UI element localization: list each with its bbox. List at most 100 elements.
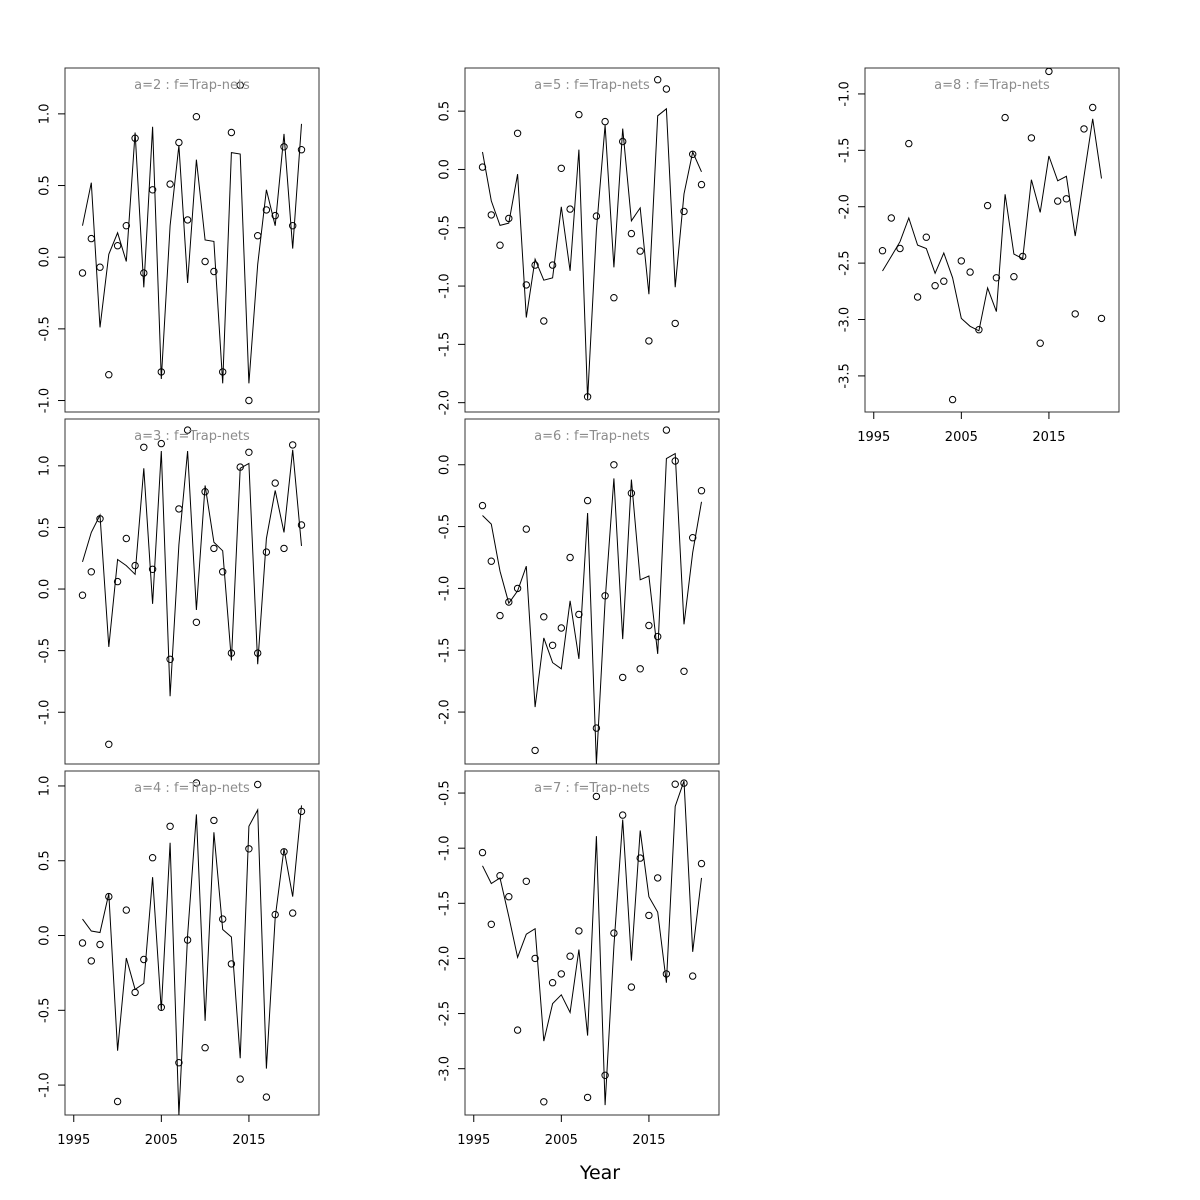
x-tick-label: 1995	[457, 1133, 490, 1148]
observed-point	[122, 906, 131, 914]
observed-point	[105, 892, 113, 901]
fitted-line	[882, 118, 1102, 332]
observed-point	[236, 1075, 244, 1083]
observed-point	[654, 632, 662, 641]
fitted-line	[482, 107, 702, 400]
observed-point	[975, 326, 983, 334]
panel-7: -0.5 -1.0 -1.5 -2.0 -2.5 -3.0 1995 2005 2015 a=7 …	[438, 770, 720, 1148]
observed-point	[931, 282, 939, 290]
observed-point	[297, 521, 306, 529]
observed-point	[697, 487, 706, 495]
observed-point	[245, 845, 253, 853]
observed-point	[583, 496, 592, 505]
observed-point	[105, 371, 113, 379]
y-tick-label: 0.0	[38, 925, 53, 946]
observed-point	[662, 85, 671, 93]
observed-point	[478, 163, 487, 171]
observed-point	[166, 822, 174, 830]
y-tick-label: -1.0	[38, 1072, 53, 1097]
observed-point	[610, 461, 618, 469]
y-tick-label: -0.5	[438, 215, 453, 240]
observed-point	[583, 1093, 592, 1102]
observed-point	[192, 779, 201, 787]
observed-point	[236, 463, 244, 471]
observed-point	[175, 138, 183, 147]
observed-point	[671, 457, 679, 465]
observed-point	[636, 665, 644, 673]
observed-point	[548, 261, 557, 269]
observed-point	[87, 957, 96, 965]
observed-point	[610, 294, 618, 302]
observed-point	[148, 186, 157, 194]
observed-point	[280, 143, 288, 151]
observed-point	[87, 234, 96, 243]
y-tick-label: -1.0	[38, 700, 53, 725]
y-tick-label: -2.0	[438, 699, 453, 724]
observed-point	[210, 544, 218, 553]
observed-point	[645, 337, 653, 345]
observed-point	[513, 584, 522, 593]
x-tick-label: 2005	[145, 1133, 178, 1148]
observed-point	[957, 257, 965, 265]
x-tick-label: 2015	[632, 1133, 665, 1148]
observed-point	[113, 577, 122, 586]
observed-point	[245, 396, 253, 405]
observed-point	[122, 222, 131, 230]
y-tick-label: -1.0	[438, 576, 453, 601]
observed-point	[689, 534, 697, 542]
observed-point	[592, 212, 601, 220]
observed-point	[905, 139, 913, 148]
observed-point	[1045, 68, 1053, 76]
observed-point	[131, 134, 139, 142]
observed-point	[148, 565, 157, 573]
panel-1: 1.0 0.5 0.0 -0.5 -1.0 a=2 : f=Trap-nets	[38, 67, 320, 413]
observed-point	[166, 180, 174, 188]
observed-point	[619, 673, 627, 682]
observed-point	[262, 206, 271, 214]
observed-point	[1036, 339, 1044, 347]
observed-point	[948, 395, 957, 404]
observed-point	[201, 488, 209, 496]
observed-point	[662, 426, 671, 434]
observed-point	[887, 214, 895, 222]
y-tick-label: -1.0	[38, 388, 53, 413]
observed-point	[1080, 125, 1088, 133]
observed-point	[236, 81, 244, 89]
observed-point	[636, 854, 644, 862]
panel-2: 0.5 0.0 -0.5 -1.0 -1.5 -2.0 a=5 : f=Trap-nets	[438, 67, 720, 415]
observed-point	[201, 257, 209, 266]
observed-point	[183, 426, 192, 434]
observed-point	[645, 621, 653, 630]
observed-point	[289, 909, 297, 917]
observed-point	[627, 229, 636, 238]
observed-point	[522, 281, 530, 289]
plot-area	[78, 426, 306, 748]
observed-point	[78, 939, 87, 947]
y-tick-label: 0.0	[438, 159, 453, 180]
plot-area	[478, 76, 706, 401]
observed-point	[210, 816, 218, 825]
observed-point	[531, 746, 539, 755]
observed-point	[575, 610, 583, 619]
observed-point	[697, 859, 706, 868]
observed-point	[645, 911, 653, 920]
observed-point	[96, 515, 104, 523]
observed-point	[575, 927, 583, 935]
panel-frame	[864, 67, 1120, 413]
observed-point	[219, 568, 227, 576]
observed-point	[227, 128, 236, 137]
observed-point	[1019, 252, 1027, 261]
x-axis-label: Year	[579, 1162, 620, 1184]
panel-4: 1.0 0.5 0.0 -0.5 -1.0 a=3 : f=Trap-nets	[38, 418, 320, 765]
y-tick-label: -2.0	[438, 946, 453, 971]
fitted-line	[82, 449, 302, 697]
observed-point	[548, 979, 557, 987]
observed-point	[271, 910, 279, 919]
y-tick-label: -2.5	[438, 1001, 453, 1026]
observed-point	[140, 443, 148, 451]
plot-area	[78, 81, 306, 405]
panel-3: -1.0 -1.5 -2.0 -2.5 -3.0 -3.5 1995 2005 2015 a=8 …	[838, 67, 1120, 445]
observed-point	[122, 534, 131, 543]
y-tick-label: -3.0	[438, 1056, 453, 1081]
observed-point	[548, 641, 557, 649]
